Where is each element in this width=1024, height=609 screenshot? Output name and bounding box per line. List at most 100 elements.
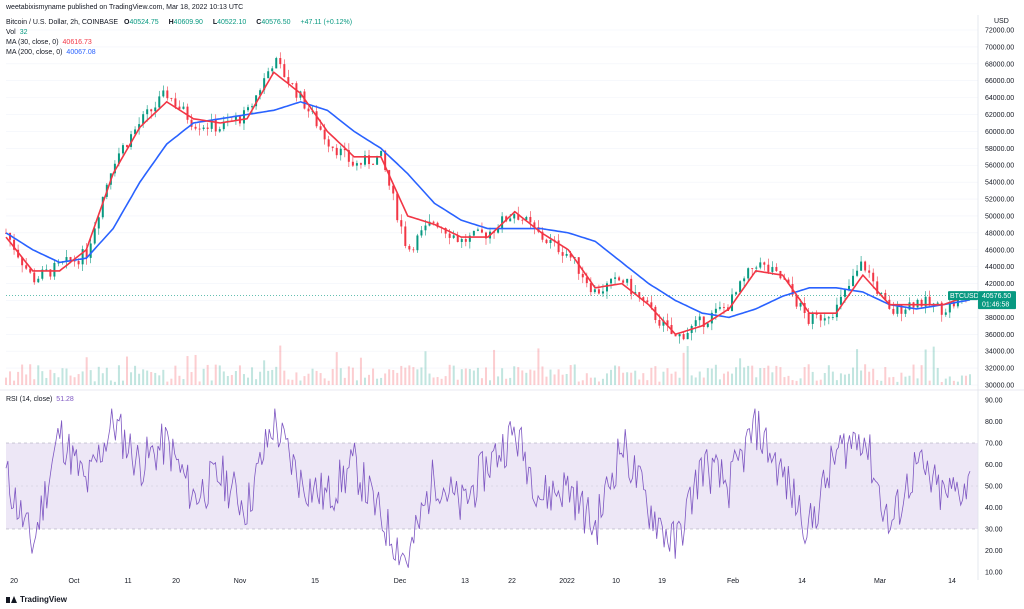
volume-bar	[743, 367, 746, 385]
volume-bar	[860, 370, 863, 385]
volume-bar	[771, 372, 774, 385]
volume-bar	[45, 377, 48, 385]
volume-bar	[29, 364, 32, 385]
candle-body	[343, 148, 346, 151]
candle-body	[714, 308, 717, 313]
candle-body	[234, 116, 237, 121]
volume-bar	[706, 368, 709, 385]
candle-body	[731, 294, 734, 311]
volume-bar	[339, 368, 342, 385]
candle-body	[601, 291, 604, 294]
volume-bar	[670, 373, 673, 385]
candle-body	[807, 312, 810, 324]
volume-bar	[835, 380, 838, 385]
volume-bar	[432, 377, 435, 385]
volume-bar	[323, 378, 326, 385]
candle-body	[892, 308, 895, 314]
candle-body	[682, 334, 685, 340]
price-pane-grid	[6, 29, 978, 386]
candle-body	[541, 231, 544, 240]
volume-bar	[763, 368, 766, 385]
candle-body	[843, 289, 846, 297]
volume-bar	[557, 369, 560, 385]
rsi-tick-label: 50.00	[985, 484, 1003, 491]
volume-bar	[787, 375, 790, 385]
volume-bar	[222, 371, 225, 385]
volume-bar	[581, 380, 584, 385]
volume-bar	[134, 365, 137, 385]
volume-bar	[847, 373, 850, 385]
volume-bar	[420, 367, 423, 385]
volume-bar	[803, 367, 806, 385]
candle-body	[743, 278, 746, 282]
volume-bar	[85, 357, 88, 385]
volume-bar	[513, 366, 516, 385]
volume-bar	[214, 364, 217, 385]
volume-bar	[843, 374, 846, 385]
volume-bar	[392, 370, 395, 385]
legend-volume[interactable]: Vol 32	[6, 29, 28, 36]
price-tick-label: 72000.00	[985, 28, 1014, 35]
badge-timer: 01:46:58	[982, 302, 1009, 309]
candle-body	[847, 285, 850, 290]
volume-bar	[468, 368, 471, 385]
volume-bar	[815, 380, 818, 385]
candle-body	[408, 245, 411, 250]
candle-body	[920, 299, 923, 307]
candle-body	[585, 277, 588, 284]
candle-body	[267, 71, 270, 79]
candle-body	[287, 77, 290, 83]
candle-body	[876, 281, 879, 294]
time-tick-label: 13	[461, 578, 469, 585]
price-tick-label: 36000.00	[985, 332, 1014, 339]
legend-ma200[interactable]: MA (200, close, 0) 40067.08	[6, 49, 96, 56]
volume-bar	[811, 371, 814, 385]
volume-bar	[315, 370, 318, 385]
candle-body	[501, 216, 504, 229]
rsi-pane	[6, 442, 978, 530]
candle-body	[521, 219, 524, 221]
footer-brand: TradingView	[20, 595, 67, 604]
price-tick-label: 34000.00	[985, 349, 1014, 356]
legend-rsi[interactable]: RSI (14, close) 51.28	[6, 396, 74, 403]
price-tick-label: 60000.00	[985, 129, 1014, 136]
volume-bar	[755, 377, 758, 385]
candle-body	[45, 269, 48, 271]
candle-body	[388, 170, 391, 186]
rsi-axis[interactable]: 10.00 20.00 30.00 40.00 50.00 60.00 70.00 80.00…	[985, 398, 1003, 577]
candle-body	[928, 296, 931, 305]
time-tick-label: 14	[948, 578, 956, 585]
tradingview-logo[interactable]: TradingView	[6, 595, 67, 604]
volume-bar	[182, 379, 185, 385]
volume-bar	[186, 356, 189, 385]
price-tick-label: 58000.00	[985, 146, 1014, 153]
candle-body	[138, 124, 141, 130]
candle-body	[53, 262, 56, 277]
rsi-layer	[5, 408, 971, 568]
legend-ma30[interactable]: MA (30, close, 0) 40616.73	[6, 39, 92, 46]
volume-bar	[460, 369, 463, 385]
volume-bar	[368, 374, 371, 385]
time-tick-label: 22	[508, 578, 516, 585]
volume-bar	[424, 351, 427, 385]
volume-bar	[678, 377, 681, 385]
volume-bar	[93, 381, 96, 385]
volume-bar	[714, 364, 717, 385]
candle-body	[618, 277, 621, 281]
badge-symbol-box	[948, 291, 978, 301]
candle-body	[126, 145, 129, 147]
volume-bar	[948, 376, 951, 385]
candle-body	[420, 230, 423, 236]
candle-body	[380, 150, 383, 156]
volume-bar	[101, 373, 104, 385]
volume-bar	[912, 364, 915, 385]
candle-body	[81, 249, 84, 265]
volume-bar	[799, 378, 802, 385]
volume-bar	[936, 367, 939, 385]
volume-bar	[158, 375, 161, 385]
legend-price[interactable]: Bitcoin / U.S. Dollar, 2h, COINBASE O405…	[6, 19, 353, 26]
volume-bar	[751, 365, 754, 385]
candle-body	[468, 235, 471, 242]
time-axis[interactable]: 20 Oct 11 20 Nov 15 Dec 13 22 2022 10 19 Feb 14 Mar 14	[10, 578, 956, 585]
